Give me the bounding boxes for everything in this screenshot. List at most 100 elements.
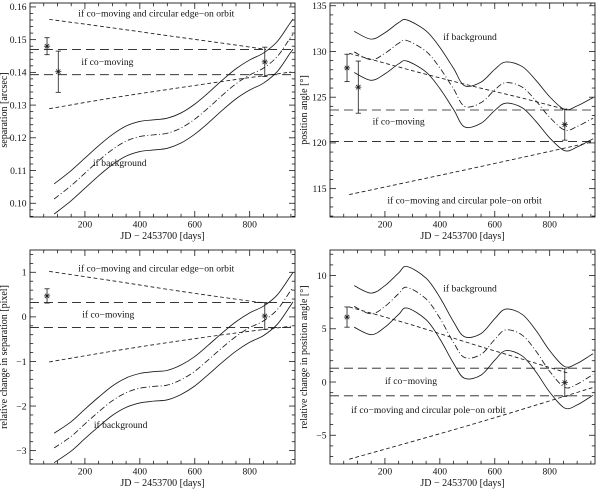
series-group	[30, 18, 295, 215]
axis-ticks	[30, 3, 295, 217]
series-if-co-moving-circular-edge-on-orbit-line	[49, 270, 268, 304]
y-axis-title: relative change in position angle [°]	[300, 285, 310, 428]
svg-text:400: 400	[433, 220, 448, 231]
svg-text:200: 200	[78, 467, 93, 478]
data-point-2	[55, 50, 62, 93]
asterisk-marker	[43, 292, 51, 300]
svg-text:0.14: 0.14	[10, 68, 27, 79]
annotation-2: if co−moving	[82, 309, 134, 320]
asterisk-marker	[561, 121, 568, 128]
series-if-background-mean	[353, 39, 594, 131]
svg-text:200: 200	[378, 220, 393, 231]
plot-frame	[329, 249, 596, 465]
svg-text:200: 200	[378, 467, 393, 478]
asterisk-marker	[261, 58, 268, 65]
annotation-3: if background	[93, 158, 147, 169]
series-if-co-moving-circular-edge-on-orbit-line	[49, 18, 267, 50]
svg-text:0.11: 0.11	[10, 166, 27, 177]
series-circular-orbit-other-branch	[49, 71, 291, 110]
panel-relative-position-angle: 200 400 600 800 −5 0 5 10 JD − 2453700 [days] rel…	[300, 249, 596, 489]
annotation-1: if background	[443, 32, 497, 43]
annotation-1: if co−moving and circular edge−on orbit	[78, 263, 234, 274]
plot-frame	[29, 249, 296, 465]
series-if-co-moving-circular-pole-on-orbit-line	[349, 386, 594, 460]
axis-tick-labels: 200 400 600 800 −5 0 5 10	[316, 271, 557, 478]
series-if-background-mean	[353, 286, 594, 389]
svg-text:0.15: 0.15	[10, 35, 27, 46]
data-point-3	[561, 108, 568, 141]
svg-text:800: 800	[242, 467, 257, 478]
asterisk-marker	[43, 43, 51, 50]
data-point-2	[355, 60, 362, 114]
svg-text:600: 600	[188, 220, 203, 231]
data-point-1	[43, 37, 51, 56]
series-if-background-upper	[353, 265, 594, 368]
data-point-3	[261, 46, 268, 78]
axis-ticks	[30, 250, 295, 464]
asterisk-marker	[561, 379, 568, 386]
svg-text:0: 0	[322, 377, 327, 388]
series-if-background-lower	[53, 301, 294, 464]
plot-frame	[29, 2, 296, 218]
asterisk-marker	[343, 313, 351, 321]
annotation-1: if background	[443, 284, 497, 295]
series-group	[30, 270, 295, 464]
axis-ticks	[330, 3, 595, 217]
svg-text:0.16: 0.16	[10, 2, 27, 13]
axis-ticks	[330, 250, 595, 464]
svg-text:115: 115	[312, 184, 326, 195]
series-circular-orbit-other-branch	[349, 306, 568, 374]
annotation-3: if co−moving and circular pole−on orbit	[387, 196, 542, 207]
series-if-background-lower	[353, 307, 594, 410]
y-axis-title: separation [arcsec]	[0, 72, 10, 147]
panel-separation: 200 400 600 800 0.10 0.11 0.12 0.13 0.14 0.15 0.16…	[0, 2, 296, 242]
asterisk-marker	[343, 64, 351, 72]
series-circular-orbit-other-branch	[49, 325, 291, 363]
x-axis-title: JD − 2453700 [days]	[120, 478, 204, 489]
x-axis-title: JD − 2453700 [days]	[420, 231, 504, 242]
data-point-1	[343, 53, 351, 83]
svg-text:−5: −5	[316, 431, 326, 442]
x-axis-title: JD − 2453700 [days]	[120, 231, 204, 242]
y-axis-title: relative change in separation [pixel]	[0, 285, 10, 429]
svg-text:200: 200	[78, 220, 93, 231]
axis-tick-labels: 200 400 600 800 115 120 125 130 135	[312, 1, 557, 230]
asterisk-marker	[355, 84, 362, 91]
panel-position-angle: 200 400 600 800 115 120 125 130 135 JD − 2453700 …	[300, 1, 596, 242]
data-point-2	[561, 368, 568, 397]
data-point-2	[261, 302, 268, 330]
annotation-2: if co−moving	[373, 117, 425, 128]
series-if-background-mean	[53, 286, 294, 449]
svg-text:800: 800	[542, 220, 557, 231]
series-if-background-mean	[53, 33, 294, 200]
svg-text:5: 5	[322, 324, 327, 335]
svg-text:400: 400	[433, 467, 448, 478]
svg-text:0: 0	[22, 312, 27, 323]
axis-tick-labels: 200 400 600 800 0.10 0.11 0.12 0.13 0.14 0.15 0.16	[10, 2, 257, 230]
series-group	[330, 265, 595, 460]
series-if-co-moving-circular-pole-on-orbit-line	[349, 141, 593, 196]
svg-text:−3: −3	[16, 446, 26, 457]
svg-text:600: 600	[488, 220, 503, 231]
axis-tick-labels: 200 400 600 800 −3 −2 −1 0 1	[16, 268, 257, 478]
panel-relative-separation: 200 400 600 800 −3 −2 −1 0 1 JD − 2453700 [days] r…	[0, 249, 296, 489]
data-point-1	[43, 288, 51, 304]
annotation-1: if co−moving and circular edge−on orbit	[78, 8, 234, 19]
svg-text:400: 400	[133, 467, 148, 478]
annotation-3: if co−moving and circular pole−on orbit	[351, 405, 506, 416]
svg-text:130: 130	[312, 47, 327, 58]
svg-text:600: 600	[188, 467, 203, 478]
svg-text:0.12: 0.12	[10, 133, 27, 144]
annotation-2: if co−moving	[385, 376, 437, 387]
x-axis-title: JD − 2453700 [days]	[420, 478, 504, 489]
svg-text:135: 135	[312, 1, 327, 12]
series-group	[330, 19, 595, 196]
series-if-background-lower	[353, 60, 594, 152]
asterisk-marker	[261, 312, 268, 320]
svg-text:0.10: 0.10	[10, 199, 27, 210]
asterisk-marker	[55, 68, 62, 75]
annotation-2: if co−moving	[81, 57, 133, 68]
svg-text:10: 10	[317, 271, 327, 282]
svg-text:800: 800	[242, 220, 257, 231]
